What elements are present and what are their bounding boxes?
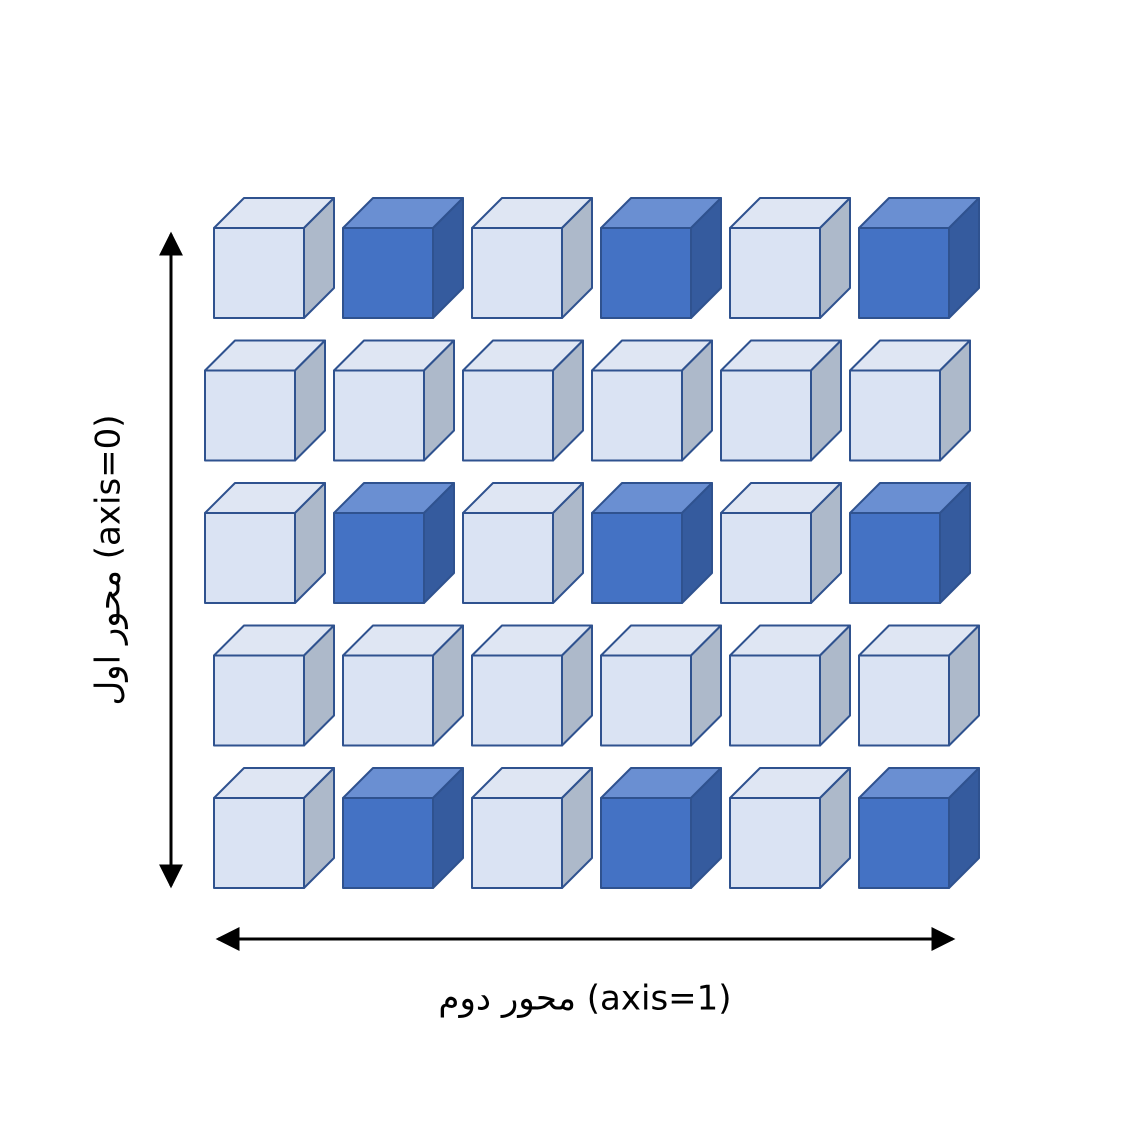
light-cube xyxy=(471,624,593,747)
light-cube xyxy=(333,339,455,462)
dark-cube xyxy=(591,482,713,604)
cube-front-face xyxy=(204,512,296,604)
dark-cube xyxy=(858,767,980,889)
cube-front-face xyxy=(729,797,821,889)
cube-front-face xyxy=(333,512,425,604)
cube-front-face xyxy=(600,797,692,889)
light-cube xyxy=(213,197,335,319)
dark-cube xyxy=(342,197,464,319)
cube-front-face xyxy=(342,797,434,889)
light-cube xyxy=(213,767,335,889)
cube-front-face xyxy=(858,227,950,319)
cube-front-face xyxy=(471,654,563,747)
light-cube xyxy=(591,339,713,462)
cube-front-face xyxy=(600,654,692,747)
axis1-label: محور دوم (axis=1) xyxy=(438,979,731,1019)
cube-front-face xyxy=(858,797,950,889)
cube-front-face xyxy=(729,227,821,319)
cube-grid xyxy=(204,197,980,889)
dark-cube xyxy=(858,197,980,319)
light-cube xyxy=(858,624,980,747)
cube-front-face xyxy=(600,227,692,319)
light-cube xyxy=(729,197,851,319)
cube-front-face xyxy=(471,797,563,889)
cube-front-face xyxy=(720,512,812,604)
light-cube xyxy=(204,339,326,462)
dark-cube xyxy=(600,197,722,319)
cube-front-face xyxy=(858,654,950,747)
light-cube xyxy=(849,339,971,462)
light-cube xyxy=(342,624,464,747)
light-cube xyxy=(720,482,842,604)
cube-front-face xyxy=(204,369,296,462)
light-cube xyxy=(462,482,584,604)
light-cube xyxy=(720,339,842,462)
light-cube xyxy=(729,767,851,889)
cube-front-face xyxy=(462,512,554,604)
cube-front-face xyxy=(213,797,305,889)
cube-front-face xyxy=(213,227,305,319)
light-cube xyxy=(213,624,335,747)
cube-front-face xyxy=(591,369,683,462)
cube-front-face xyxy=(720,369,812,462)
cube-front-face xyxy=(462,369,554,462)
cube-front-face xyxy=(213,654,305,747)
light-cube xyxy=(462,339,584,462)
light-cube xyxy=(204,482,326,604)
light-cube xyxy=(729,624,851,747)
cube-front-face xyxy=(471,227,563,319)
cube-front-face xyxy=(849,512,941,604)
light-cube xyxy=(471,197,593,319)
cube-front-face xyxy=(729,654,821,747)
cube-front-face xyxy=(342,654,434,747)
dark-cube xyxy=(849,482,971,604)
cube-front-face xyxy=(342,227,434,319)
dark-cube xyxy=(342,767,464,889)
dark-cube xyxy=(333,482,455,604)
axis0-label: محور اول (axis=0) xyxy=(89,414,129,705)
cube-front-face xyxy=(849,369,941,462)
cube-front-face xyxy=(591,512,683,604)
dark-cube xyxy=(600,767,722,889)
cube-front-face xyxy=(333,369,425,462)
light-cube xyxy=(600,624,722,747)
light-cube xyxy=(471,767,593,889)
